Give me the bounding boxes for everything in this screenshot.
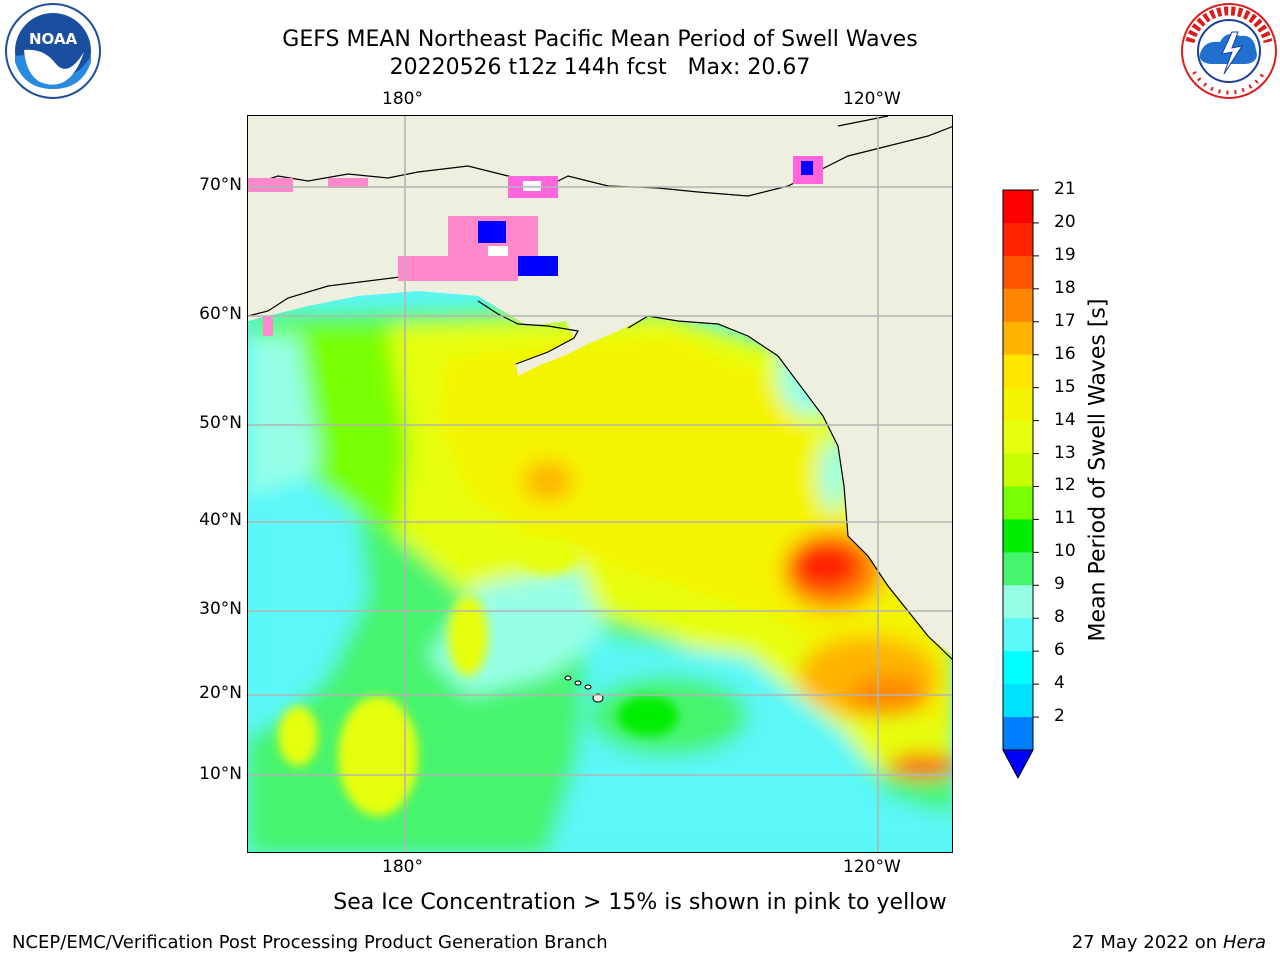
svg-text:NOAA: NOAA bbox=[29, 30, 78, 48]
colorbar-tick-label: 8 bbox=[1054, 607, 1065, 628]
colorbar-segment bbox=[1003, 684, 1033, 718]
lon-label-top-180: 180° bbox=[382, 89, 423, 109]
colorbar-tick-label: 14 bbox=[1054, 409, 1076, 430]
lat-label-30n: 30°N bbox=[199, 599, 242, 619]
colorbar-svg bbox=[1002, 189, 1039, 780]
lat-label-10n: 10°N bbox=[199, 764, 242, 784]
lon-label-bottom-120w: 120°W bbox=[843, 857, 901, 877]
footer-credit: NCEP/EMC/Verification Post Processing Pr… bbox=[12, 932, 608, 953]
colorbar-tick-label: 19 bbox=[1054, 244, 1076, 265]
colorbar-segment bbox=[1003, 453, 1033, 487]
colorbar-tick-label: 17 bbox=[1054, 310, 1076, 331]
colorbar-segment bbox=[1003, 387, 1033, 422]
colorbar-segment bbox=[1003, 190, 1033, 224]
footer-host: Hera bbox=[1222, 932, 1266, 953]
nws-logo bbox=[1180, 2, 1278, 100]
colorbar-tick-label: 20 bbox=[1054, 211, 1076, 232]
colorbar-tick-label: 11 bbox=[1054, 508, 1076, 529]
map-panel[interactable] bbox=[247, 115, 953, 853]
colorbar-tick-label: 4 bbox=[1054, 673, 1065, 694]
chart-subtitle: 20220526 t12z 144h fcst Max: 20.67 bbox=[389, 55, 811, 80]
colorbar-label: Mean Period of Swell Waves [s] bbox=[1085, 298, 1111, 642]
colorbar-tick-label: 16 bbox=[1054, 343, 1076, 364]
colorbar-outline bbox=[1002, 189, 1034, 751]
colorbar-tick-label: 10 bbox=[1054, 541, 1076, 562]
colorbar-tick-label: 18 bbox=[1054, 277, 1076, 298]
colorbar-segment bbox=[1003, 618, 1033, 652]
colorbar-segment bbox=[1003, 651, 1033, 685]
lat-label-50n: 50°N bbox=[199, 413, 242, 433]
colorbar-tick-label: 2 bbox=[1054, 706, 1065, 727]
colorbar-segment bbox=[1003, 552, 1033, 586]
colorbar-segment bbox=[1003, 354, 1033, 389]
colorbar bbox=[1002, 189, 1039, 780]
footer-date-text: 27 May 2022 on bbox=[1071, 932, 1218, 953]
colorbar-segment bbox=[1003, 486, 1033, 520]
colorbar-segment bbox=[1003, 717, 1033, 751]
sea-ice-note: Sea Ice Concentration > 15% is shown in … bbox=[0, 890, 1280, 915]
colorbar-segment bbox=[1003, 255, 1033, 290]
colorbar-tick-label: 12 bbox=[1054, 475, 1076, 496]
lat-label-40n: 40°N bbox=[199, 510, 242, 530]
swell-detail bbox=[278, 538, 678, 816]
colorbar-segment bbox=[1003, 288, 1033, 323]
sea-ice-note-text: Sea Ice Concentration > 15% is shown in … bbox=[333, 890, 947, 915]
colorbar-tick-label: 9 bbox=[1054, 574, 1065, 595]
colorbar-segment bbox=[1003, 519, 1033, 553]
colorbar-tick-label: 6 bbox=[1054, 640, 1065, 661]
graticule bbox=[248, 116, 952, 852]
lon-label-top-120w: 120°W bbox=[843, 89, 901, 109]
lat-label-60n: 60°N bbox=[199, 304, 242, 324]
lat-label-70n: 70°N bbox=[199, 175, 242, 195]
colorbar-tick-label: 21 bbox=[1054, 179, 1076, 199]
colorbar-under-arrow bbox=[1002, 749, 1034, 780]
footer-date: 27 May 2022 on Hera bbox=[1072, 932, 1266, 953]
colorbar-segment bbox=[1003, 321, 1033, 356]
lat-label-20n: 20°N bbox=[199, 683, 242, 703]
colorbar-segment bbox=[1003, 420, 1033, 455]
colorbar-segment bbox=[1003, 222, 1033, 257]
hawaii-islands bbox=[564, 675, 604, 703]
noaa-logo: NOAA bbox=[4, 2, 102, 100]
swell-period-map bbox=[248, 116, 952, 852]
colorbar-tick-label: 15 bbox=[1054, 376, 1076, 397]
colorbar-segment bbox=[1003, 585, 1033, 619]
colorbar-tick-label: 13 bbox=[1054, 442, 1076, 463]
lon-label-bottom-180: 180° bbox=[382, 857, 423, 877]
chart-title: GEFS MEAN Northeast Pacific Mean Period … bbox=[282, 27, 918, 52]
land-siberia bbox=[248, 176, 468, 316]
